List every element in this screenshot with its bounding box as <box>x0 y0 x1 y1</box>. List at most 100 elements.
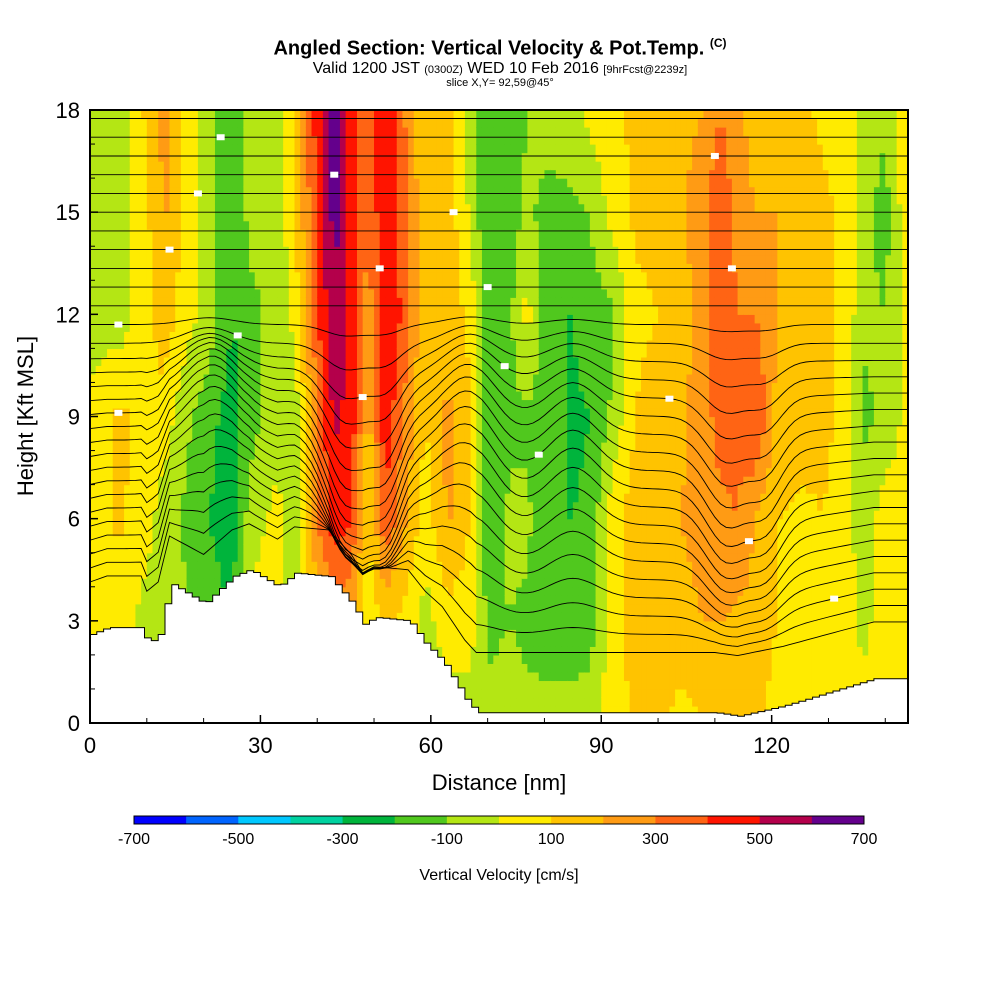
velocity-cell <box>175 373 182 384</box>
velocity-cell <box>442 552 449 562</box>
velocity-cell <box>203 280 210 290</box>
velocity-cell <box>277 297 284 307</box>
velocity-cell <box>339 407 347 418</box>
velocity-cell <box>453 561 460 571</box>
velocity-cell <box>124 561 131 571</box>
velocity-cell <box>413 195 421 205</box>
velocity-cell <box>197 246 205 256</box>
velocity-cell <box>464 212 472 222</box>
velocity-cell <box>175 118 182 128</box>
velocity-cell <box>135 203 142 213</box>
velocity-cell <box>396 169 404 179</box>
velocity-cell <box>464 373 472 384</box>
velocity-cell <box>317 382 324 392</box>
velocity-cell <box>220 169 227 179</box>
velocity-cell <box>300 271 307 281</box>
velocity-cell <box>107 339 114 349</box>
velocity-cell <box>453 339 460 349</box>
velocity-cell <box>220 535 227 545</box>
velocity-cell <box>339 510 347 520</box>
velocity-cell <box>141 552 148 562</box>
velocity-cell <box>203 246 210 256</box>
velocity-cell <box>379 280 386 290</box>
velocity-cell <box>220 339 227 349</box>
velocity-cell <box>129 161 137 171</box>
velocity-cell <box>243 305 250 315</box>
velocity-cell <box>339 459 347 469</box>
velocity-cell <box>266 356 273 367</box>
velocity-cell <box>101 237 108 247</box>
velocity-cell <box>288 110 296 120</box>
velocity-cell <box>124 314 131 324</box>
velocity-cell <box>180 135 188 145</box>
velocity-cell <box>237 297 244 307</box>
velocity-cell <box>374 544 381 554</box>
velocity-cell <box>476 705 483 716</box>
velocity-cell <box>180 127 188 137</box>
velocity-cell <box>408 254 415 264</box>
velocity-cell <box>470 365 477 375</box>
velocity-cell <box>197 314 205 324</box>
velocity-cell <box>334 467 341 477</box>
velocity-cell <box>220 416 227 426</box>
velocity-cell <box>186 271 193 281</box>
velocity-cell <box>237 305 244 315</box>
velocity-cell <box>260 425 267 435</box>
velocity-cell <box>249 493 256 503</box>
velocity-cell <box>271 416 279 426</box>
velocity-cell <box>266 476 273 486</box>
velocity-cell <box>163 169 171 179</box>
velocity-cell <box>374 237 381 247</box>
velocity-cell <box>379 450 386 460</box>
velocity-cell <box>385 110 392 120</box>
velocity-cell <box>283 476 290 486</box>
velocity-cell <box>283 373 290 384</box>
velocity-cell <box>294 152 301 162</box>
velocity-cell <box>334 373 341 384</box>
velocity-cell <box>391 280 398 290</box>
velocity-cell <box>442 348 449 358</box>
velocity-cell <box>249 135 256 145</box>
velocity-cell <box>146 518 154 528</box>
velocity-cell <box>186 322 193 332</box>
velocity-cell <box>277 118 284 128</box>
velocity-cell <box>379 178 386 188</box>
velocity-cell <box>118 212 125 222</box>
velocity-cell <box>425 161 432 171</box>
velocity-cell <box>362 373 369 384</box>
velocity-cell <box>186 561 193 571</box>
velocity-cell <box>129 203 137 213</box>
velocity-cell <box>277 348 284 358</box>
velocity-cell <box>90 382 97 392</box>
velocity-cell <box>249 297 256 307</box>
velocity-cell <box>232 118 239 128</box>
velocity-cell <box>95 416 102 426</box>
velocity-cell <box>214 161 222 171</box>
velocity-cell <box>385 535 392 545</box>
velocity-cell <box>186 297 193 307</box>
velocity-cell <box>379 203 386 213</box>
velocity-cell <box>402 603 409 613</box>
velocity-cell <box>442 305 449 315</box>
velocity-cell <box>300 220 307 230</box>
velocity-cell <box>158 476 165 486</box>
velocity-cell <box>186 288 193 298</box>
velocity-cell <box>101 305 108 315</box>
velocity-cell <box>214 348 222 358</box>
velocity-cell <box>379 467 386 477</box>
velocity-cell <box>158 544 165 554</box>
velocity-cell <box>328 178 335 188</box>
velocity-cell <box>425 399 432 409</box>
velocity-cell <box>158 407 165 418</box>
velocity-cell <box>408 195 415 205</box>
velocity-cell <box>305 152 313 162</box>
velocity-cell <box>436 425 443 435</box>
velocity-cell <box>112 484 119 494</box>
velocity-cell <box>175 246 182 256</box>
velocity-cell <box>163 365 171 375</box>
velocity-cell <box>214 297 222 307</box>
velocity-cell <box>186 254 193 264</box>
velocity-cell <box>141 382 148 392</box>
velocity-cell <box>209 484 216 494</box>
velocity-cell <box>294 169 301 179</box>
